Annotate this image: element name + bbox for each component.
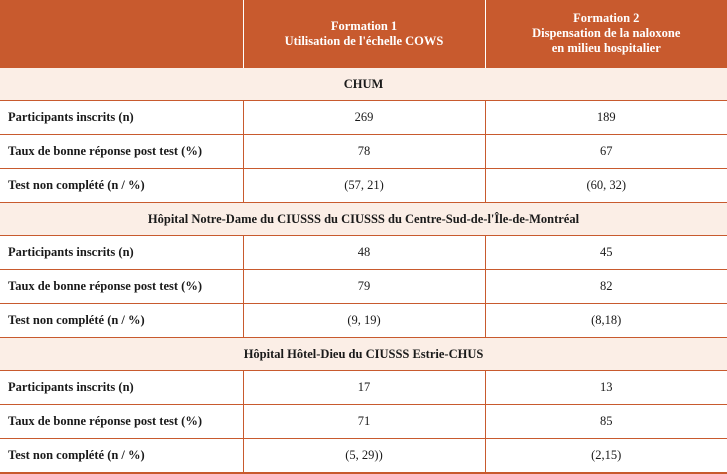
section-header-row: Hôpital Hôtel-Dieu du CIUSSS Estrie-CHUS (0, 337, 727, 371)
formation-1-value: (9, 19) (242, 303, 485, 338)
header-formation-2: Formation 2 Dispensation de la naloxone … (484, 0, 727, 68)
row-label: Taux de bonne réponse post test (%) (0, 404, 243, 439)
row-label: Test non complété (n / %) (0, 438, 243, 474)
formation-1-title: Formation 1 (330, 18, 398, 33)
row-label: Taux de bonne réponse post test (%) (0, 269, 243, 304)
formation-1-value: 17 (242, 370, 485, 405)
section-title: CHUM (0, 67, 727, 101)
formation-2-value: 45 (484, 235, 727, 270)
formation-1-value: (5, 29)) (242, 438, 485, 474)
formation-1-value: 71 (242, 404, 485, 439)
section-header-row: Hôpital Notre-Dame du CIUSSS du CIUSSS d… (0, 202, 727, 236)
formation-2-value: 82 (484, 269, 727, 304)
table-row: Taux de bonne réponse post test (%) 71 85 (0, 404, 727, 439)
formation-2-value: 85 (484, 404, 727, 439)
formation-2-subtitle-2: en milieu hospitalier (551, 41, 661, 55)
formation-2-value: (60, 32) (484, 168, 727, 203)
section-header-row: CHUM (0, 67, 727, 101)
section-title: Hôpital Hôtel-Dieu du CIUSSS Estrie-CHUS (0, 337, 727, 371)
row-label: Test non complété (n / %) (0, 303, 243, 338)
table-row: Participants inscrits (n) 48 45 (0, 235, 727, 270)
header-row: Formation 1 Utilisation de l'échelle COW… (0, 0, 727, 68)
formation-2-value: (8,18) (484, 303, 727, 338)
formation-2-value: 189 (484, 100, 727, 135)
formation-1-value: 269 (242, 100, 485, 135)
table-row: Participants inscrits (n) 269 189 (0, 100, 727, 135)
formation-2-value: 67 (484, 134, 727, 169)
row-label: Taux de bonne réponse post test (%) (0, 134, 243, 169)
formation-1-subtitle: Utilisation de l'échelle COWS (284, 33, 444, 48)
formation-2-value: (2,15) (484, 438, 727, 474)
section-title: Hôpital Notre-Dame du CIUSSS du CIUSSS d… (0, 202, 727, 236)
formation-2-value: 13 (484, 370, 727, 405)
table-row: Taux de bonne réponse post test (%) 79 82 (0, 269, 727, 304)
formation-2-title: Formation 2 (573, 11, 640, 25)
row-label: Participants inscrits (n) (0, 370, 243, 405)
header-formation-1: Formation 1 Utilisation de l'échelle COW… (242, 0, 485, 68)
row-label: Participants inscrits (n) (0, 100, 243, 135)
table-row: Test non complété (n / %) (9, 19) (8,18) (0, 303, 727, 338)
row-label: Test non complété (n / %) (0, 168, 243, 203)
header-empty-cell (0, 0, 243, 68)
table-row: Test non complété (n / %) (5, 29)) (2,15) (0, 438, 727, 474)
formation-2-subtitle-1: Dispensation de la naloxone (532, 26, 681, 40)
formation-1-value: 78 (242, 134, 485, 169)
formation-1-value: 48 (242, 235, 485, 270)
formation-1-value: (57, 21) (242, 168, 485, 203)
table-row: Test non complété (n / %) (57, 21) (60, 32… (0, 168, 727, 203)
table-body: CHUM Participants inscrits (n) 269 189 Taux … (0, 67, 727, 474)
table-row: Taux de bonne réponse post test (%) 78 67 (0, 134, 727, 169)
row-label: Participants inscrits (n) (0, 235, 243, 270)
formation-1-value: 79 (242, 269, 485, 304)
table-row: Participants inscrits (n) 17 13 (0, 370, 727, 405)
